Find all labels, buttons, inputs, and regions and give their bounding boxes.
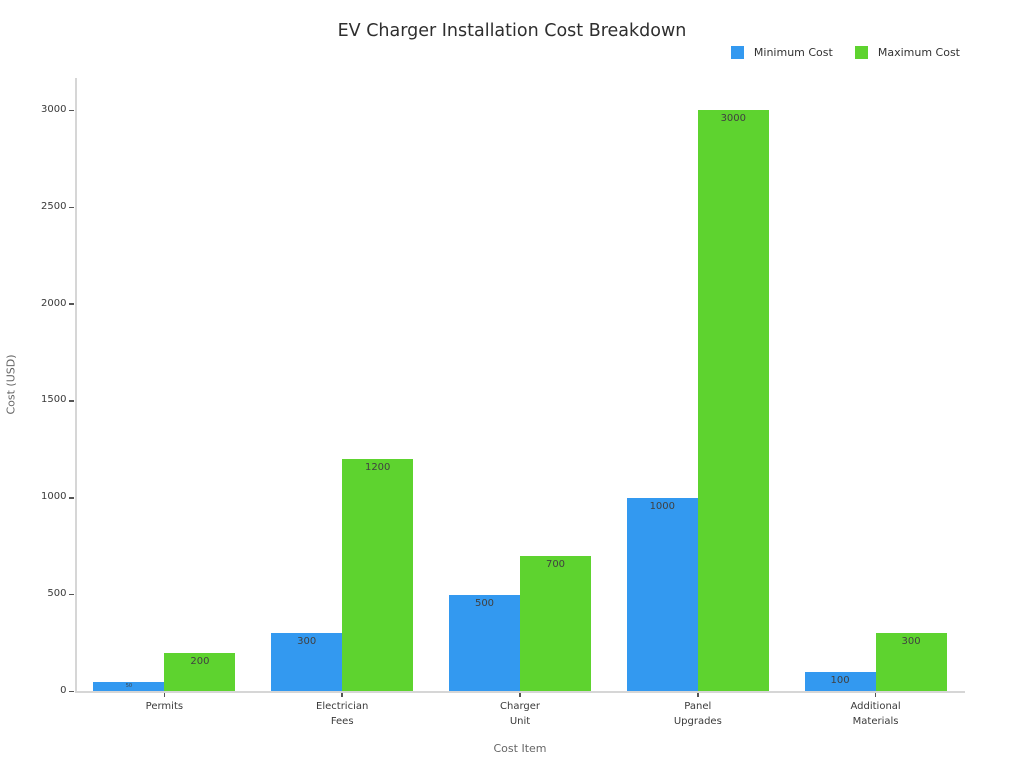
y-axis-title: Cost (USD)	[4, 354, 18, 415]
y-tick-mark	[69, 690, 74, 693]
bar-maximum-cost-permits: 200	[164, 652, 236, 692]
y-tick-mark	[69, 593, 74, 596]
bar-value-label: 3000	[720, 113, 747, 125]
y-axis-line	[75, 78, 77, 692]
bar-minimum-cost-electrician-fees: 300	[271, 633, 343, 692]
legend-item-minimum-cost: Minimum Cost	[730, 46, 833, 59]
bar-value-label: 50	[125, 682, 133, 689]
x-tick-mark	[874, 693, 877, 697]
bar-minimum-cost-additional-materials: 100	[804, 672, 876, 692]
x-tick-label-additional-materials: Additional Materials	[850, 700, 901, 727]
y-tick-label: 2000	[41, 297, 67, 309]
bar-value-label: 500	[474, 597, 495, 609]
y-tick-mark	[69, 400, 74, 402]
legend-swatch-maximum-cost-icon	[854, 46, 868, 59]
y-tick-label: 1500	[41, 394, 67, 406]
bar-minimum-cost-permits: 50	[93, 681, 165, 692]
legend-label: Minimum Cost	[753, 46, 833, 59]
x-axis-line	[75, 691, 965, 693]
x-tick-label-charger-unit: Charger Unit	[500, 700, 540, 727]
bar-maximum-cost-electrician-fees: 1200	[342, 459, 414, 692]
x-tick-mark	[697, 693, 699, 697]
legend-label: Maximum Cost	[877, 46, 960, 59]
x-tick-mark	[519, 693, 521, 697]
bar-minimum-cost-charger-unit: 500	[449, 594, 520, 692]
x-tick-label-electrician-fees: Electrician Fees	[316, 700, 369, 727]
legend-swatch-minimum-cost-icon	[730, 46, 744, 59]
x-tick-label-panel-upgrades: Panel Upgrades	[673, 700, 722, 727]
y-tick-mark	[69, 497, 74, 499]
bar-value-label: 100	[830, 675, 850, 687]
legend: Minimum Cost Maximum Cost	[730, 46, 960, 59]
y-tick-mark	[69, 206, 74, 209]
legend-item-maximum-cost: Maximum Cost	[854, 46, 960, 59]
bar-value-label: 300	[297, 636, 317, 648]
bar-maximum-cost-additional-materials: 300	[875, 633, 947, 692]
chart-title: EV Charger Installation Cost Breakdown	[337, 21, 687, 41]
bar-minimum-cost-panel-upgrades: 1000	[626, 497, 698, 692]
y-tick-mark	[69, 303, 74, 305]
y-tick-label: 3000	[41, 103, 67, 115]
bar-maximum-cost-panel-upgrades: 3000	[697, 110, 769, 692]
y-tick-label: 1000	[41, 491, 67, 503]
bar-value-label: 1000	[649, 500, 676, 512]
x-axis-title: Cost Item	[493, 742, 547, 755]
bar-value-label: 1200	[364, 462, 391, 474]
bar-value-label: 700	[545, 558, 566, 570]
x-tick-label-permits: Permits	[145, 700, 184, 712]
x-tick-mark	[341, 693, 343, 697]
y-tick-mark	[69, 109, 74, 112]
y-tick-label: 500	[47, 588, 67, 600]
x-tick-mark	[163, 693, 166, 697]
bar-value-label: 200	[190, 655, 210, 667]
y-tick-label: 0	[60, 685, 67, 696]
y-tick-label: 2500	[41, 200, 67, 212]
bar-maximum-cost-charger-unit: 700	[520, 555, 591, 692]
bar-value-label: 300	[901, 636, 921, 648]
